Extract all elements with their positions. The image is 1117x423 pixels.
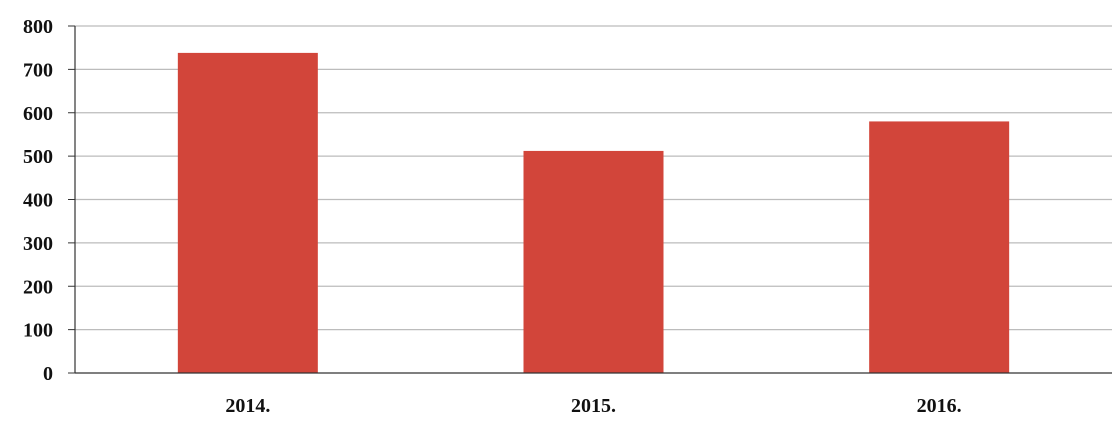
y-tick-label: 700	[23, 59, 53, 81]
bar-2015	[523, 150, 664, 373]
bar-2016	[869, 121, 1010, 373]
y-tick-label: 100	[23, 320, 53, 342]
y-tick-label: 300	[23, 233, 53, 255]
y-tick-label: 500	[23, 146, 53, 168]
x-category-label: 2016.	[917, 395, 962, 417]
labels: 0 100 200 300 400 500 600 700 800 2014. 2015. 2016.	[23, 16, 962, 417]
y-tick-label: 800	[23, 16, 53, 38]
y-tick-label: 0	[43, 363, 53, 385]
y-tick-label: 600	[23, 103, 53, 125]
x-category-label: 2014.	[225, 395, 270, 417]
bars	[177, 52, 1010, 374]
bar-2014	[177, 52, 318, 374]
x-category-label: 2015.	[571, 395, 616, 417]
axes	[68, 25, 1112, 374]
y-tick-label: 200	[23, 276, 53, 298]
y-tick-label: 400	[23, 190, 53, 212]
